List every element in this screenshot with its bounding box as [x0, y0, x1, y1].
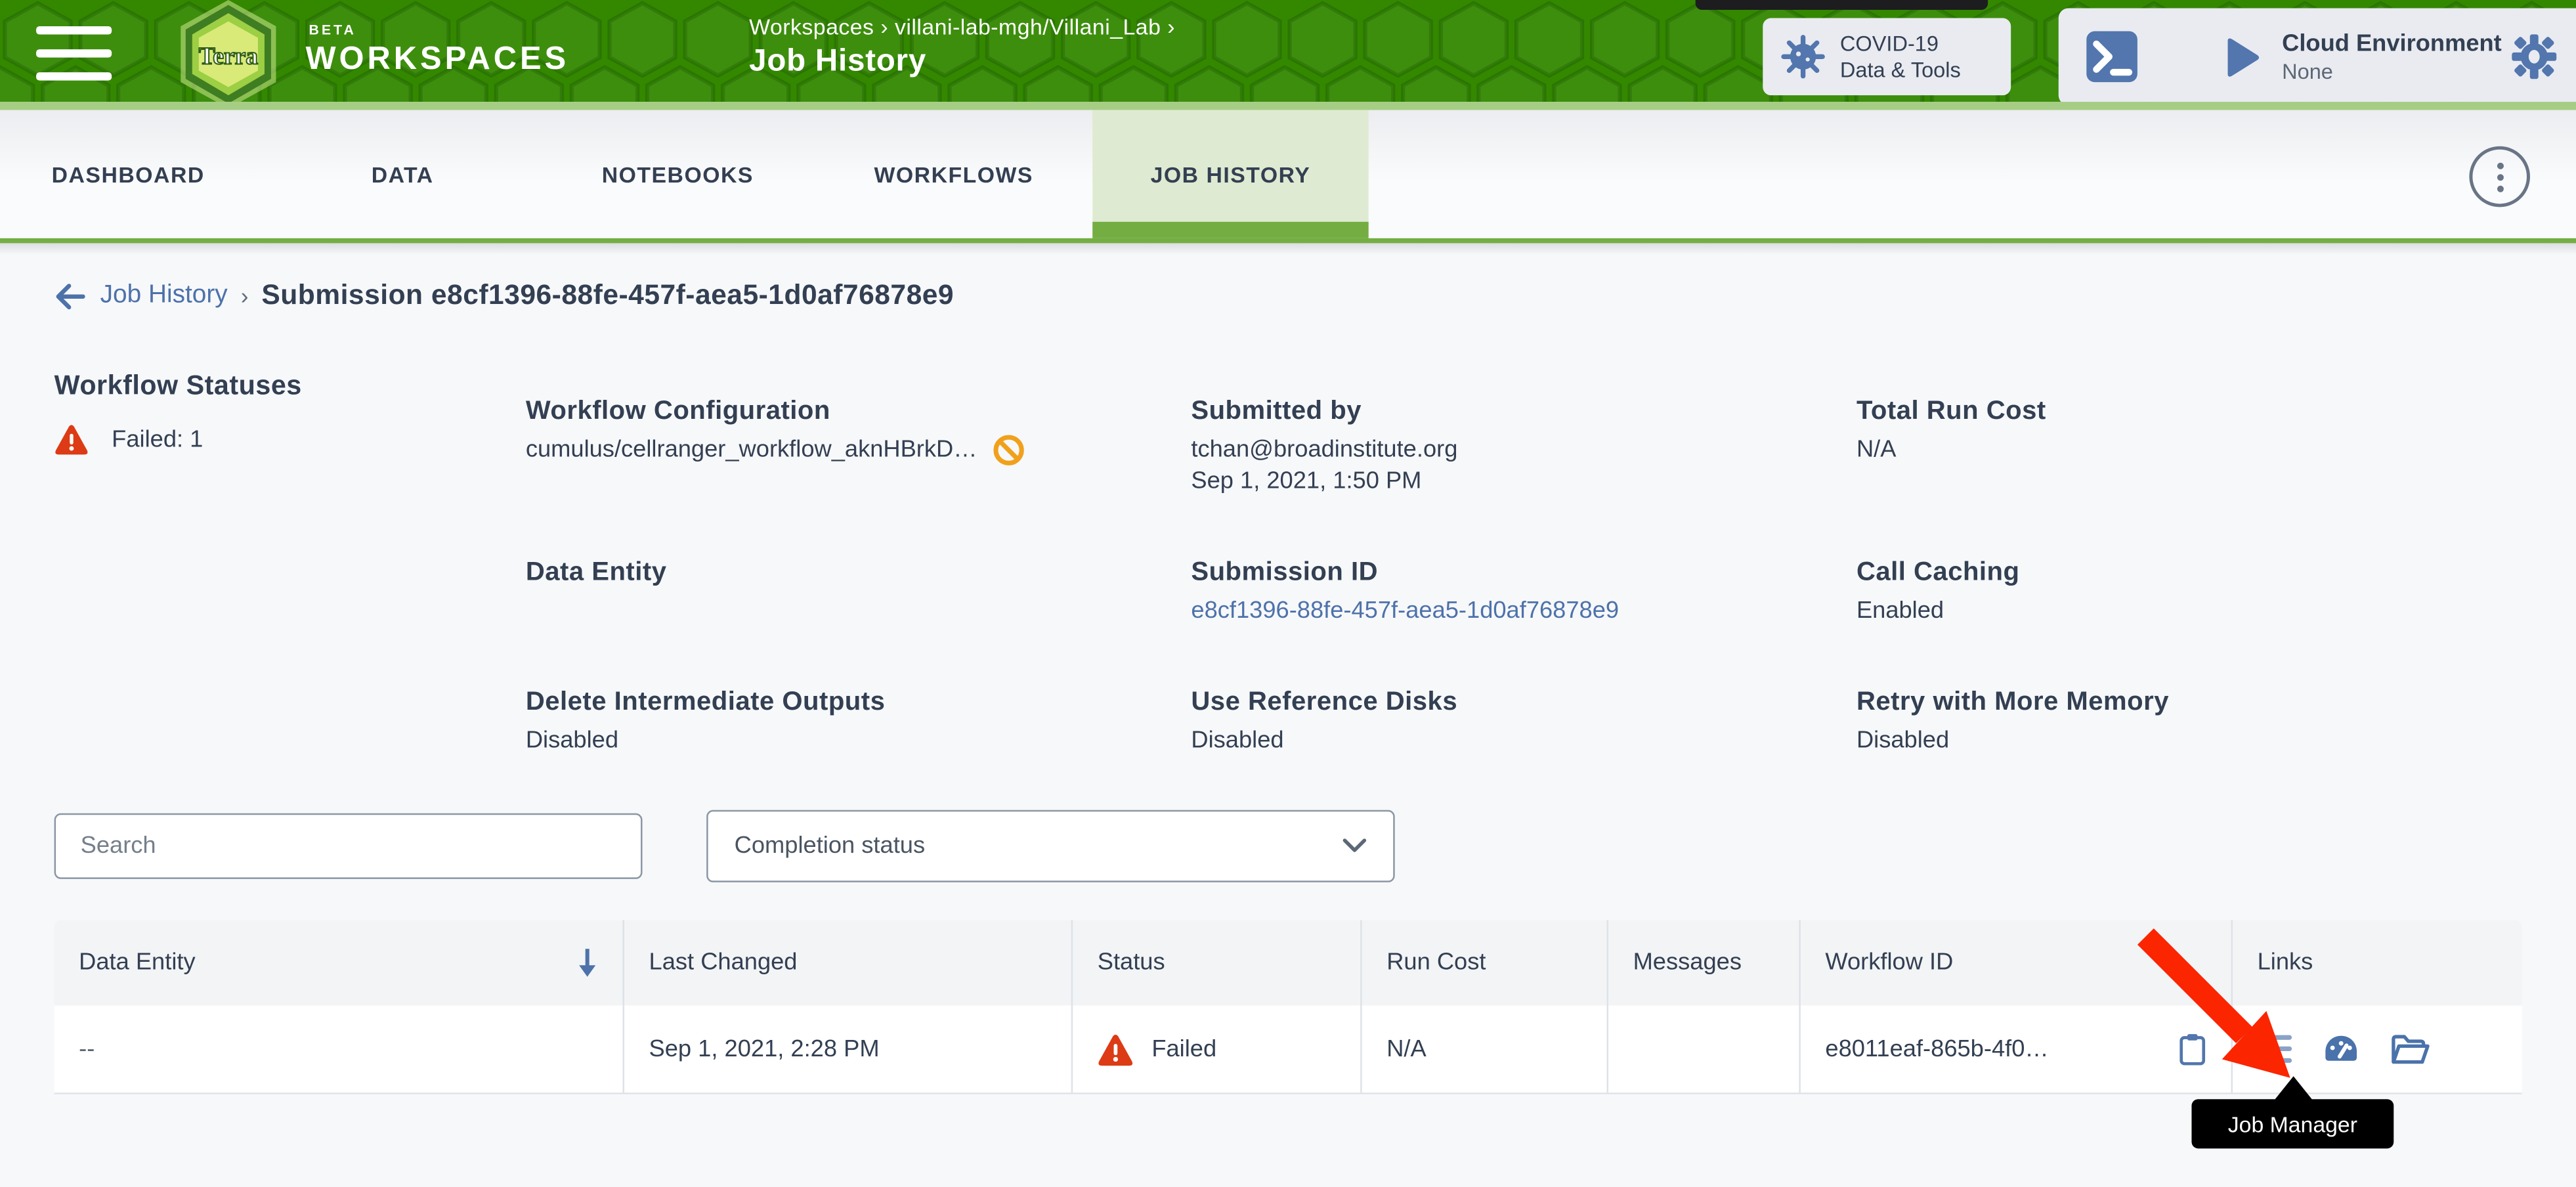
- cloud-environment-title: Cloud Environment: [2282, 30, 2502, 57]
- svg-text:Terra: Terra: [199, 43, 259, 70]
- row-data-entity: --: [79, 1035, 95, 1062]
- virus-icon: [1781, 35, 1825, 79]
- app-name: WORKSPACES: [305, 41, 570, 77]
- tab-notebooks[interactable]: NOTEBOOKS: [601, 162, 754, 187]
- failed-count: Failed: 1: [112, 426, 204, 453]
- breadcrumb[interactable]: Workspaces › villani-lab-mgh/Villani_Lab…: [749, 14, 1176, 40]
- workflow-statuses-value: Failed: 1: [54, 424, 204, 456]
- covid-button-line1: COVID-19: [1839, 30, 1939, 55]
- use-reference-disks-label: Use Reference Disks: [1191, 688, 1458, 717]
- row-status: Failed: [1071, 1005, 1360, 1093]
- workflow-statuses-label: Workflow Statuses: [54, 371, 302, 401]
- completion-status-dropdown[interactable]: Completion status: [706, 809, 1395, 882]
- submission-id-link[interactable]: e8cf1396-88fe-457f-aea5-1d0af76878e9: [1191, 597, 1620, 624]
- cloud-environment-panel: Cloud Environment None: [2058, 8, 2576, 102]
- play-icon[interactable]: [2223, 33, 2262, 79]
- sort-desc-icon[interactable]: [576, 946, 598, 979]
- job-history-back-link[interactable]: Job History: [100, 280, 228, 309]
- top-overlay-bar: [1695, 0, 1988, 11]
- execution-directory-folder-icon[interactable]: [2390, 1033, 2430, 1066]
- menu-hamburger-icon[interactable]: [36, 26, 112, 82]
- workspace-tabbar: DASHBOARD DATA NOTEBOOKS WORKFLOWS JOB H…: [0, 110, 2576, 244]
- failed-warning-icon: [1098, 1033, 1133, 1066]
- row-last-changed: Sep 1, 2021, 2:28 PM: [622, 1005, 1071, 1093]
- chevron-down-icon: [1342, 838, 1367, 852]
- header-divider: [0, 102, 2576, 110]
- cloud-environment-status: None: [2282, 58, 2333, 83]
- tab-data[interactable]: DATA: [371, 162, 434, 187]
- job-manager-icon[interactable]: [2257, 1032, 2292, 1067]
- col-links: Links: [2231, 920, 2522, 1006]
- back-arrow-icon[interactable]: [54, 282, 86, 310]
- submitted-by-email: tchan@broadinstitute.org: [1191, 437, 1458, 464]
- col-data-entity[interactable]: Data Entity: [54, 920, 623, 1005]
- col-status[interactable]: Status: [1071, 920, 1360, 1006]
- tab-dashboard[interactable]: DASHBOARD: [51, 162, 205, 187]
- run-cost-gauge-icon[interactable]: [2323, 1032, 2359, 1067]
- row-workflow-id: e8011eaf-865b-4f0…: [1799, 1005, 2231, 1093]
- submission-id-label: Submission ID: [1191, 558, 1379, 587]
- data-entity-label: Data Entity: [525, 558, 667, 587]
- status-text: Failed: [1151, 1035, 1217, 1062]
- col-messages[interactable]: Messages: [1606, 920, 1799, 1006]
- covid-data-tools-button[interactable]: COVID-19 Data & Tools: [1763, 18, 2011, 96]
- gear-icon[interactable]: [2508, 32, 2560, 83]
- row-messages: [1606, 1005, 1799, 1093]
- tooltip-caret: [2273, 1076, 2313, 1101]
- covid-button-line2: Data & Tools: [1839, 56, 1961, 81]
- terminal-icon[interactable]: [2086, 31, 2137, 83]
- workflow-configuration-label: Workflow Configuration: [525, 397, 830, 426]
- job-manager-tooltip: Job Manager: [2191, 1099, 2394, 1149]
- call-caching-value: Enabled: [1856, 597, 1944, 624]
- table-row: -- Sep 1, 2021, 2:28 PM Failed N/A e8011…: [54, 1005, 2522, 1094]
- row-run-cost: N/A: [1360, 1005, 1606, 1093]
- delete-intermediate-outputs-label: Delete Intermediate Outputs: [525, 688, 886, 717]
- search-input[interactable]: [56, 815, 691, 878]
- completion-status-value: Completion status: [734, 832, 926, 859]
- use-reference-disks-value: Disabled: [1191, 727, 1284, 754]
- beta-badge: BETA: [309, 21, 356, 38]
- submitted-by-label: Submitted by: [1191, 397, 1362, 426]
- submission-title: Submission e8cf1396-88fe-457f-aea5-1d0af…: [261, 279, 955, 311]
- total-run-cost-value: N/A: [1856, 437, 1897, 464]
- config-unavailable-icon: [993, 435, 1024, 465]
- terra-logo[interactable]: Terra: [174, 0, 282, 102]
- workflow-configuration-value: cumulus/cellranger_workflow_aknHBrkD…: [526, 434, 1025, 467]
- tabbar-shadow: [0, 243, 2576, 255]
- failed-warning-icon: [55, 425, 88, 455]
- jobs-table-header: Data Entity Last Changed Status Run Cost…: [54, 920, 2522, 1006]
- submitted-date: Sep 1, 2021, 1:50 PM: [1191, 468, 1422, 495]
- more-options-icon[interactable]: [2469, 146, 2531, 207]
- submission-breadcrumb: Job History › Submission e8cf1396-88fe-4…: [54, 279, 954, 312]
- call-caching-label: Call Caching: [1856, 558, 2020, 587]
- retry-with-more-memory-value: Disabled: [1856, 727, 1950, 754]
- col-run-cost[interactable]: Run Cost: [1360, 920, 1606, 1006]
- page-title: Job History: [749, 44, 927, 79]
- copy-clipboard-icon[interactable]: [2178, 1032, 2206, 1067]
- tab-job-history[interactable]: JOB HISTORY: [1092, 110, 1369, 238]
- retry-with-more-memory-label: Retry with More Memory: [1856, 688, 2169, 717]
- total-run-cost-label: Total Run Cost: [1856, 397, 2046, 426]
- search-box: [54, 813, 691, 879]
- breadcrumb-separator: ›: [240, 282, 249, 309]
- delete-intermediate-outputs-value: Disabled: [525, 727, 619, 754]
- tab-workflows[interactable]: WORKFLOWS: [874, 162, 1033, 187]
- col-workflow-id[interactable]: Workflow ID: [1799, 920, 2231, 1006]
- col-last-changed[interactable]: Last Changed: [622, 920, 1071, 1006]
- app-header: Terra BETA WORKSPACES Workspaces › villa…: [0, 0, 2576, 102]
